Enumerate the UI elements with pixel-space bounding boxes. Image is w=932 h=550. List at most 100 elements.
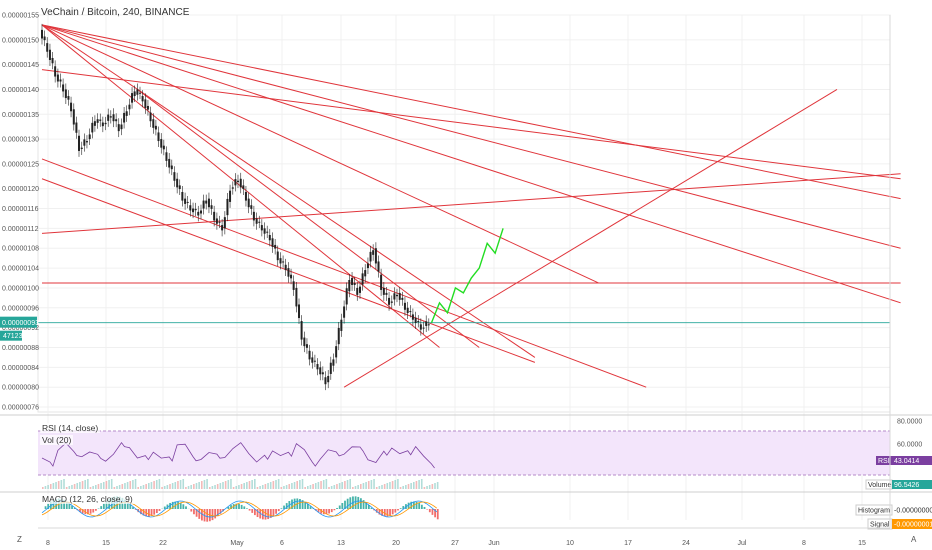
candle-body [393,293,396,300]
macd-histogram-bar [272,509,275,517]
chart-title: VeChain / Bitcoin, 240, BINANCE [41,7,190,18]
macd-histogram-bar [370,507,373,509]
candle-body [255,218,258,224]
volume-bar [52,483,55,489]
macd-label[interactable]: MACD (12, 26, close, 9) [40,494,135,504]
volume-bar [397,479,399,489]
corner-left-letter[interactable]: Z [17,535,22,544]
candle-body [192,208,195,213]
volume-bar [76,483,79,489]
macd-histogram-bar [134,509,137,510]
trendline [41,158,647,388]
candle-body [356,287,359,295]
macd-histogram-bar [291,499,293,509]
candle-body [88,134,91,140]
candle-body [276,251,279,261]
volume-bar [89,487,92,489]
macd-histogram-bar [129,504,132,509]
macd-histogram-bar [394,509,397,513]
candle-body [292,281,295,290]
macd-histogram-bar [283,505,285,509]
volume-bar [362,483,365,489]
candle-body [221,225,224,231]
candle-body [321,372,324,375]
vol-label[interactable]: Vol (20) [40,435,74,445]
macd-histogram-bar [81,509,84,514]
macd-histogram-bar [354,496,357,509]
candle-body [287,268,290,277]
volume-bar [383,484,386,489]
volume-badge-text: 47123 [3,333,23,340]
macd-histogram-bar [166,504,169,509]
candle-body [242,185,245,190]
candle-body [59,79,62,82]
macd-histogram-bar [362,500,365,509]
volume-bar [108,480,110,489]
volume-tag-label: Volume [868,482,891,489]
volume-bar [150,482,153,489]
macd-histogram-bar [256,509,259,518]
macd-histogram-bar [142,509,145,516]
signal-value-text: -0.00000001 [894,522,932,529]
candle-body [229,190,232,202]
macd-histogram-bar [299,498,301,509]
volume-bar [134,479,137,489]
candle-body [91,122,94,133]
candle-body [414,317,417,324]
candle-body [401,297,404,300]
candle-body [335,346,338,358]
corner-right-letter[interactable]: A [911,535,917,544]
candle-body [260,225,263,231]
macd-histogram-bar [95,509,97,511]
volume-bar [394,480,397,489]
candle-body [205,200,208,204]
candle-body [139,92,141,94]
macd-histogram-bar [171,501,174,509]
time-tick-label: 15 [102,540,110,547]
volume-bar [280,487,283,489]
rsi-tick-label: 80.0000 [897,419,922,426]
time-tick-label: 22 [159,540,167,547]
volume-bar [434,483,436,489]
volume-bar [87,479,89,489]
volume-value-text: 96.5426 [894,482,919,489]
candle-body [41,29,43,39]
macd-histogram-bar [235,503,238,509]
candle-body [290,274,293,279]
candle-body [411,314,414,320]
candle-body [115,119,118,122]
time-tick-label: 24 [682,540,690,547]
macd-histogram-bar [243,506,246,509]
volume-bar [177,481,179,489]
volume-bar [81,481,84,489]
macd-histogram-bar [105,501,108,509]
candle-body [165,152,168,161]
macd-histogram-bar [153,509,156,515]
volume-bar [55,482,57,489]
macd-histogram-bar [261,509,264,520]
volume-bar [224,481,227,489]
candle-body [197,211,200,216]
volume-bar [155,480,158,489]
rsi-label[interactable]: RSI (14, close) [40,423,101,433]
candle-body [279,258,282,264]
volume-bar [248,481,251,489]
candle-body [170,165,173,170]
volume-badge [0,330,22,341]
candle-body [186,201,189,203]
rsi-tick-label: 60.0000 [897,442,922,449]
macd-histogram-bar [68,503,71,509]
volume-bar [65,487,68,489]
volume-bar [259,486,261,489]
volume-bar [198,482,200,489]
candle-body [374,248,377,264]
time-tick-label: 15 [858,540,866,547]
candle-body [202,200,205,209]
candle-body [46,43,49,52]
macd-histogram-bar [275,509,277,514]
candle-body [268,235,271,241]
macd-histogram-bar [410,501,413,509]
volume-bar [346,480,349,489]
